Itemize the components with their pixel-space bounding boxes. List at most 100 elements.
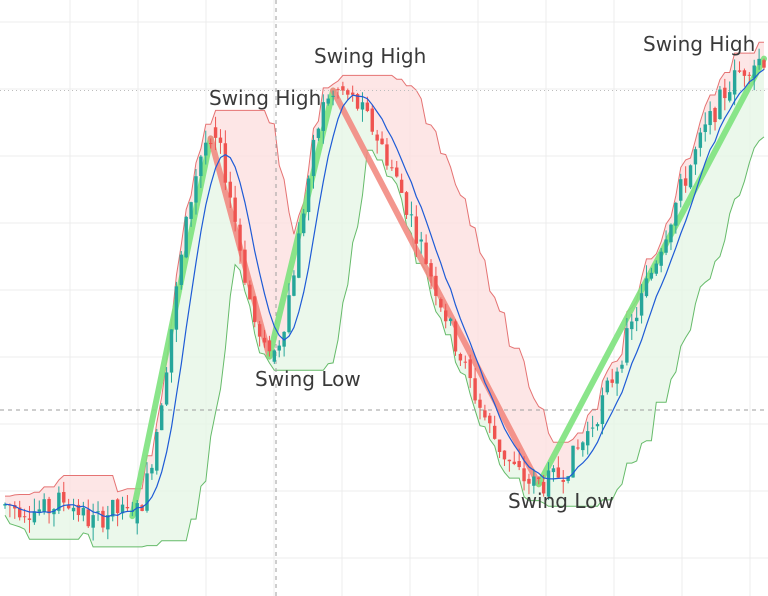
candle: [96, 501, 100, 521]
candle: [679, 173, 683, 208]
candle: [399, 173, 404, 193]
candle-body: [488, 415, 492, 424]
candle-body: [111, 499, 115, 517]
candle-body: [86, 509, 90, 527]
candle: [458, 352, 463, 366]
candle: [468, 354, 472, 388]
candle: [502, 450, 507, 466]
candle-body: [292, 275, 296, 296]
candle: [532, 468, 536, 494]
candle: [419, 231, 423, 254]
candle-body: [757, 58, 761, 66]
candle-body: [248, 284, 252, 300]
candle: [155, 428, 159, 475]
candle-body: [762, 60, 766, 68]
candle-body: [541, 481, 546, 494]
candle-body: [223, 143, 228, 183]
candle-body: [115, 499, 120, 514]
candle: [522, 456, 526, 491]
candle-body: [71, 507, 76, 512]
candle-body: [27, 518, 32, 520]
candle: [488, 412, 492, 433]
candle: [267, 335, 272, 357]
candle: [713, 106, 717, 131]
candle-body: [409, 214, 414, 216]
candle: [625, 318, 629, 366]
candle-body: [512, 461, 516, 465]
candle: [404, 190, 409, 219]
candle: [688, 164, 693, 190]
candle-body: [365, 102, 370, 112]
candle: [336, 87, 340, 99]
candle-body: [287, 295, 291, 333]
moving-average-layer: [4, 68, 765, 518]
swing-up-line: [266, 87, 337, 360]
candle: [664, 230, 668, 256]
candle: [184, 215, 188, 259]
candle-body: [257, 324, 262, 337]
candle-body: [732, 70, 737, 95]
candle: [71, 498, 76, 520]
candle-body: [708, 111, 712, 126]
candle-body: [331, 95, 335, 97]
candle: [683, 166, 688, 193]
candle: [541, 474, 546, 497]
candle: [424, 234, 428, 265]
candle-body: [13, 505, 17, 509]
candle: [390, 159, 394, 171]
candle: [169, 329, 174, 383]
candle-body: [350, 92, 355, 95]
candle: [448, 317, 453, 326]
candle-body: [576, 447, 580, 449]
candle-body: [218, 137, 223, 143]
candle: [115, 498, 120, 527]
candle-body: [610, 379, 614, 383]
candle-body: [140, 505, 144, 512]
candle: [238, 218, 242, 264]
candle-body: [590, 427, 595, 429]
candle: [385, 137, 389, 170]
candle-body: [752, 65, 756, 79]
candle-body: [683, 178, 688, 186]
moving-average-line: [4, 68, 765, 518]
candle: [693, 146, 698, 175]
candle: [669, 223, 673, 251]
candle-body: [277, 345, 281, 351]
candle-body: [194, 176, 198, 203]
candle-body: [600, 395, 605, 425]
candle-body: [228, 181, 232, 198]
candle-body: [316, 128, 321, 138]
candle: [507, 459, 512, 472]
candle-body: [551, 468, 556, 473]
candle-body: [723, 87, 727, 99]
candle-body: [267, 340, 272, 352]
candle-body: [164, 372, 169, 405]
candle: [321, 94, 326, 144]
candle: [762, 58, 766, 71]
upper-band-fill: [5, 42, 764, 523]
candle-body: [101, 510, 105, 528]
candle-body: [625, 328, 629, 363]
candle-body: [390, 167, 394, 169]
candle: [370, 105, 374, 135]
candle: [581, 441, 585, 457]
candle-body: [502, 450, 507, 460]
candle-body: [370, 108, 374, 132]
candle-body: [483, 410, 487, 418]
candle-body: [81, 507, 86, 516]
candles-layer: [3, 48, 766, 541]
candle-body: [174, 286, 179, 330]
candle-body: [492, 425, 497, 439]
candle: [350, 85, 355, 102]
candle: [272, 349, 277, 364]
candle: [13, 501, 17, 519]
candle: [243, 240, 247, 286]
candle-body: [120, 504, 125, 514]
candle: [233, 185, 237, 232]
candle: [248, 280, 252, 300]
candle-body: [346, 90, 350, 95]
candle-body: [453, 321, 458, 352]
